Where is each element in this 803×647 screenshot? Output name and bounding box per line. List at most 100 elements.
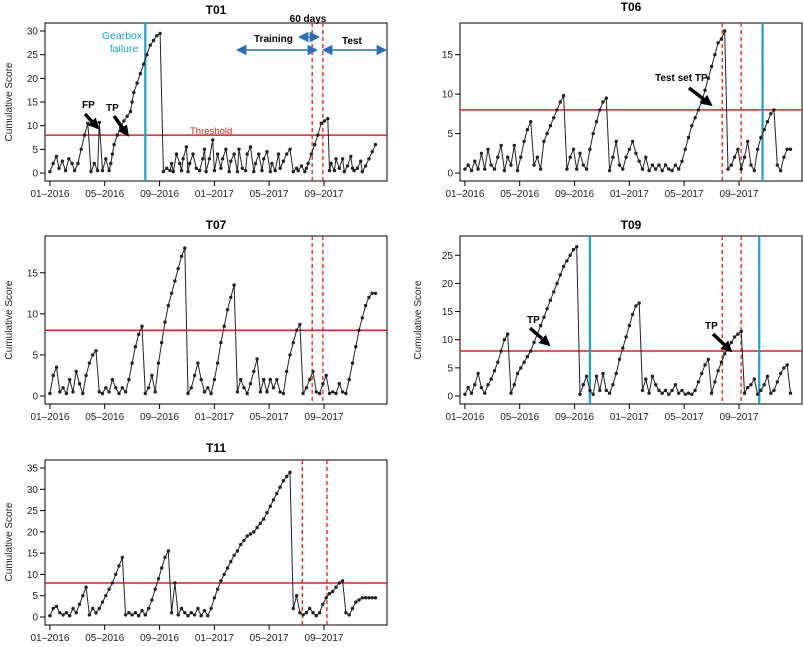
data-point bbox=[729, 163, 733, 167]
data-point bbox=[598, 388, 602, 393]
data-point bbox=[199, 377, 203, 382]
data-point bbox=[168, 168, 172, 173]
data-point bbox=[91, 606, 95, 611]
data-point bbox=[483, 391, 487, 395]
data-point bbox=[278, 390, 282, 394]
data-point bbox=[227, 169, 231, 174]
data-point bbox=[194, 166, 198, 170]
data-point bbox=[624, 335, 628, 339]
data-point bbox=[107, 587, 111, 591]
data-point bbox=[479, 385, 484, 390]
data-point bbox=[166, 549, 170, 553]
series-points bbox=[48, 246, 378, 396]
data-point bbox=[173, 581, 177, 585]
data-point bbox=[509, 391, 513, 395]
data-point bbox=[91, 353, 95, 357]
data-point bbox=[506, 155, 510, 159]
tp-label-1: TP bbox=[527, 315, 540, 326]
data-point bbox=[189, 611, 193, 615]
data-point bbox=[240, 166, 244, 170]
y-tick-label: 20 bbox=[442, 279, 454, 290]
data-point bbox=[584, 374, 589, 378]
data-point bbox=[644, 155, 648, 159]
data-point bbox=[120, 386, 125, 390]
data-point bbox=[591, 392, 595, 396]
data-point bbox=[229, 560, 233, 564]
x-tick-label: 09–2016 bbox=[140, 633, 179, 644]
data-point bbox=[324, 373, 328, 378]
y-axis-label: Cumulative Score bbox=[413, 280, 424, 359]
data-point bbox=[89, 169, 93, 174]
data-point bbox=[86, 121, 90, 126]
data-point bbox=[350, 606, 355, 611]
data-point bbox=[202, 147, 207, 151]
data-point bbox=[142, 62, 146, 66]
data-point bbox=[232, 283, 236, 287]
y-tick-label: 10 bbox=[27, 570, 39, 581]
data-point bbox=[132, 90, 136, 95]
data-point bbox=[327, 391, 332, 396]
data-point bbox=[97, 120, 102, 125]
data-point bbox=[156, 577, 161, 581]
data-point bbox=[63, 168, 68, 173]
data-point bbox=[588, 147, 592, 151]
data-point bbox=[772, 388, 776, 393]
data-point bbox=[92, 161, 97, 166]
data-point bbox=[729, 340, 733, 345]
data-point bbox=[588, 388, 592, 393]
data-point bbox=[337, 166, 341, 170]
y-tick-label: 10 bbox=[442, 90, 454, 101]
days-label: 60 days bbox=[290, 14, 327, 25]
data-point bbox=[298, 322, 302, 327]
data-point bbox=[532, 163, 536, 167]
data-point bbox=[317, 391, 322, 396]
data-point bbox=[357, 328, 361, 332]
data-point bbox=[696, 380, 701, 384]
data-point bbox=[87, 613, 92, 617]
data-point bbox=[548, 124, 553, 128]
data-point bbox=[667, 392, 671, 396]
data-point bbox=[265, 390, 269, 394]
data-point bbox=[463, 167, 467, 171]
x-ticks: 01–2016 05–2016 09–2016 01–2017 05–2017 09–20… bbox=[30, 181, 344, 200]
x-tick-label: 09–2016 bbox=[555, 189, 594, 200]
data-point bbox=[686, 391, 691, 395]
data-point bbox=[578, 151, 582, 155]
data-point bbox=[466, 385, 470, 390]
gearbox-label-line1: Gearbox bbox=[102, 30, 143, 42]
data-point bbox=[163, 555, 167, 560]
data-point bbox=[654, 167, 658, 171]
data-point bbox=[128, 109, 133, 114]
data-point bbox=[739, 167, 743, 171]
data-point bbox=[123, 613, 128, 617]
x-ticks: 01–2016 05–2016 09–2016 01–2017 05–2017 09–20… bbox=[445, 404, 759, 423]
data-point bbox=[370, 596, 374, 600]
data-point bbox=[637, 301, 641, 305]
data-point bbox=[317, 611, 322, 615]
data-point bbox=[130, 361, 134, 365]
panel-t01: T01 Cumulative Score 0 5 10 15 20 25 30 01–201… bbox=[4, 3, 388, 200]
data-point bbox=[775, 380, 779, 384]
y-tick-label: 10 bbox=[442, 335, 454, 346]
data-point bbox=[352, 168, 356, 173]
data-point bbox=[265, 511, 269, 515]
data-point bbox=[640, 167, 645, 171]
data-point bbox=[191, 152, 195, 156]
data-point bbox=[285, 474, 289, 479]
data-point bbox=[788, 391, 793, 395]
data-point bbox=[713, 53, 717, 57]
data-point bbox=[232, 553, 236, 557]
data-point bbox=[215, 361, 220, 365]
data-point bbox=[117, 564, 121, 568]
data-point bbox=[51, 161, 55, 166]
data-point bbox=[469, 168, 474, 173]
data-point bbox=[473, 383, 477, 387]
data-point bbox=[61, 386, 65, 390]
y-tick-label: 20 bbox=[27, 74, 39, 85]
x-tick-label: 01–2017 bbox=[610, 189, 649, 200]
data-point bbox=[719, 37, 724, 41]
data-point bbox=[355, 166, 360, 170]
series-line bbox=[49, 470, 376, 617]
data-point bbox=[314, 614, 318, 618]
